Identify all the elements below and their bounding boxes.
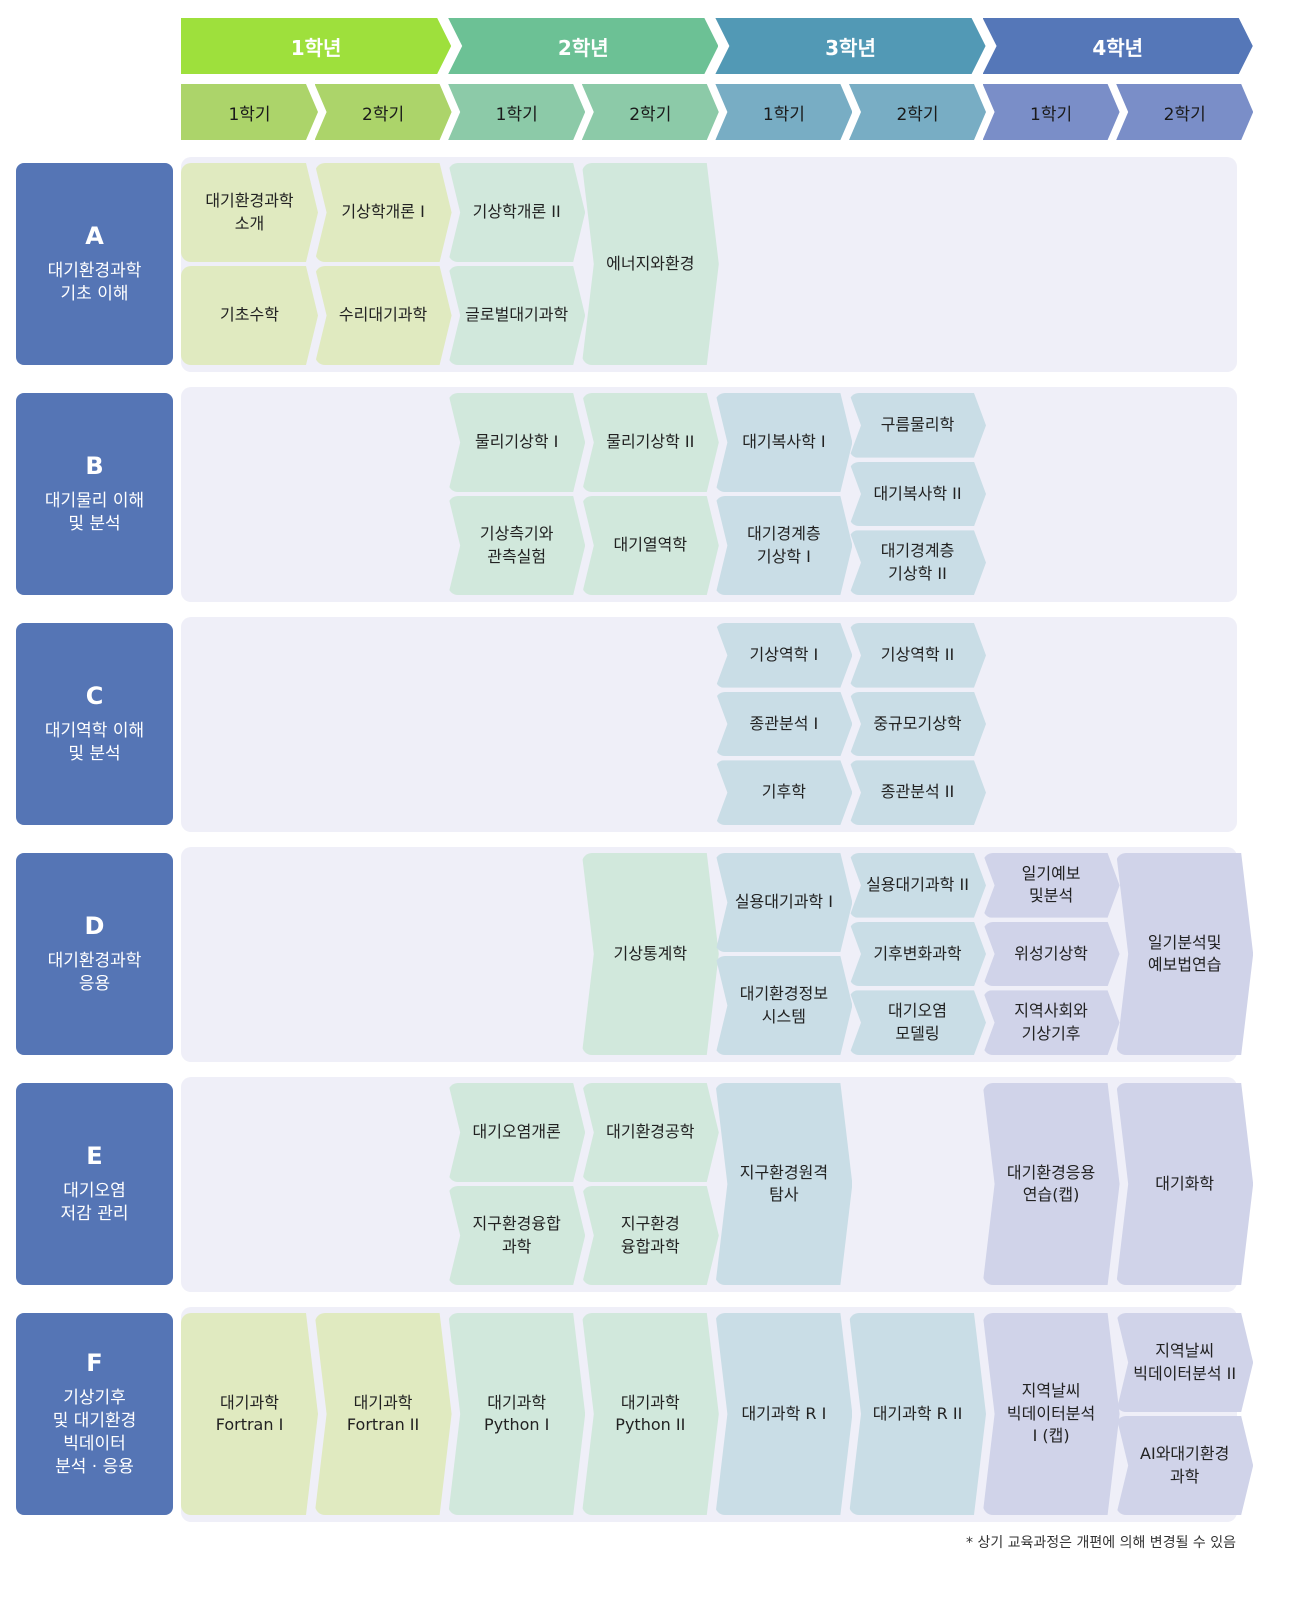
year-header: 2학년 xyxy=(448,18,718,74)
course-cell: 기상학개론 II xyxy=(448,163,585,262)
semester-header: 2학기 xyxy=(849,84,986,140)
course-cell: 대기오염 모델링 xyxy=(849,990,986,1055)
course-cell: 글로벌대기과학 xyxy=(448,266,585,365)
semester-header: 1학기 xyxy=(715,84,852,140)
course-cell: 지구환경원격 탐사 xyxy=(715,1083,852,1285)
category-letter: A xyxy=(85,222,104,251)
footnote: * 상기 교육과정은 개편에 의해 변경될 수 있음 xyxy=(966,1535,1236,1551)
category-letter: C xyxy=(85,682,104,711)
course-cell: 실용대기과학 I xyxy=(715,853,852,952)
semester-header: 1학기 xyxy=(448,84,585,140)
year-header: 1학년 xyxy=(181,18,451,74)
course-cell: 기상학개론 I xyxy=(315,163,452,262)
category-letter: B xyxy=(85,452,104,481)
course-cell: 대기경계층 기상학 II xyxy=(849,530,986,595)
course-cell: 일기분석및 예보법연습 xyxy=(1116,853,1253,1055)
course-cell: 물리기상학 I xyxy=(448,393,585,492)
course-cell: 대기과학 R II xyxy=(849,1313,986,1515)
semester-header: 2학기 xyxy=(315,84,452,140)
course-cell: 대기과학 Fortran II xyxy=(315,1313,452,1515)
category-name: 대기환경과학 응용 xyxy=(47,951,142,994)
course-cell: 구름물리학 xyxy=(849,393,986,458)
course-cell: 기후변화과학 xyxy=(849,922,986,987)
course-cell: 기초수학 xyxy=(181,266,318,365)
category-letter: F xyxy=(86,1349,103,1378)
course-cell: 대기화학 xyxy=(1116,1083,1253,1285)
course-cell: 지역날씨 빅데이터분석 II xyxy=(1116,1313,1253,1412)
course-cell: 대기환경과학 소개 xyxy=(181,163,318,262)
category-label: B 대기물리 이해 및 분석 xyxy=(16,393,173,595)
course-cell: 기상통계학 xyxy=(582,853,719,1055)
course-cell: 중규모기상학 xyxy=(849,692,986,757)
semester-header: 1학기 xyxy=(181,84,318,140)
course-cell: 에너지와환경 xyxy=(582,163,719,365)
course-cell: 지역날씨 빅데이터분석 I (캡) xyxy=(983,1313,1120,1515)
course-cell: 대기경계층 기상학 I xyxy=(715,496,852,595)
course-cell: 종관분석 I xyxy=(715,692,852,757)
course-cell: 일기예보 및분석 xyxy=(983,853,1120,918)
course-cell: 대기복사학 I xyxy=(715,393,852,492)
category-label: E 대기오염 저감 관리 xyxy=(16,1083,173,1285)
year-header: 4학년 xyxy=(983,18,1253,74)
category-letter: E xyxy=(86,1142,103,1171)
course-cell: 대기복사학 II xyxy=(849,462,986,527)
category-label: D 대기환경과학 응용 xyxy=(16,853,173,1055)
semester-header: 1학기 xyxy=(983,84,1120,140)
course-cell: 지역사회와 기상기후 xyxy=(983,990,1120,1055)
course-cell: 대기열역학 xyxy=(582,496,719,595)
course-cell: 실용대기과학 II xyxy=(849,853,986,918)
course-cell: 지구환경 융합과학 xyxy=(582,1186,719,1285)
course-cell: 기상측기와 관측실험 xyxy=(448,496,585,595)
category-label: F 기상기후 및 대기환경 빅데이터 분석 · 응용 xyxy=(16,1313,173,1515)
course-cell: 기상역학 I xyxy=(715,623,852,688)
course-cell: 대기환경정보 시스템 xyxy=(715,956,852,1055)
course-cell: 대기과학 R I xyxy=(715,1313,852,1515)
course-cell: 대기오염개론 xyxy=(448,1083,585,1182)
course-cell: 대기환경공학 xyxy=(582,1083,719,1182)
semester-header: 2학기 xyxy=(582,84,719,140)
course-cell: 지구환경융합 과학 xyxy=(448,1186,585,1285)
category-name: 대기오염 저감 관리 xyxy=(60,1181,129,1224)
semester-header: 2학기 xyxy=(1116,84,1253,140)
course-cell: 대기과학 Fortran I xyxy=(181,1313,318,1515)
course-cell: AI와대기환경 과학 xyxy=(1116,1416,1253,1515)
category-band xyxy=(181,617,1237,832)
course-cell: 대기과학 Python II xyxy=(582,1313,719,1515)
course-cell: 위성기상학 xyxy=(983,922,1120,987)
category-label: A 대기환경과학 기초 이해 xyxy=(16,163,173,365)
course-cell: 종관분석 II xyxy=(849,760,986,825)
category-label: C 대기역학 이해 및 분석 xyxy=(16,623,173,825)
category-name: 대기역학 이해 및 분석 xyxy=(44,721,145,764)
category-name: 대기환경과학 기초 이해 xyxy=(47,261,142,304)
category-name: 대기물리 이해 및 분석 xyxy=(44,491,145,534)
course-cell: 대기과학 Python I xyxy=(448,1313,585,1515)
course-cell: 기상역학 II xyxy=(849,623,986,688)
course-cell: 물리기상학 II xyxy=(582,393,719,492)
category-name: 기상기후 및 대기환경 빅데이터 분석 · 응용 xyxy=(52,1388,137,1477)
course-cell: 대기환경응용 연습(캡) xyxy=(983,1083,1120,1285)
category-letter: D xyxy=(84,912,105,941)
year-header: 3학년 xyxy=(715,18,985,74)
course-cell: 수리대기과학 xyxy=(315,266,452,365)
course-cell: 기후학 xyxy=(715,760,852,825)
